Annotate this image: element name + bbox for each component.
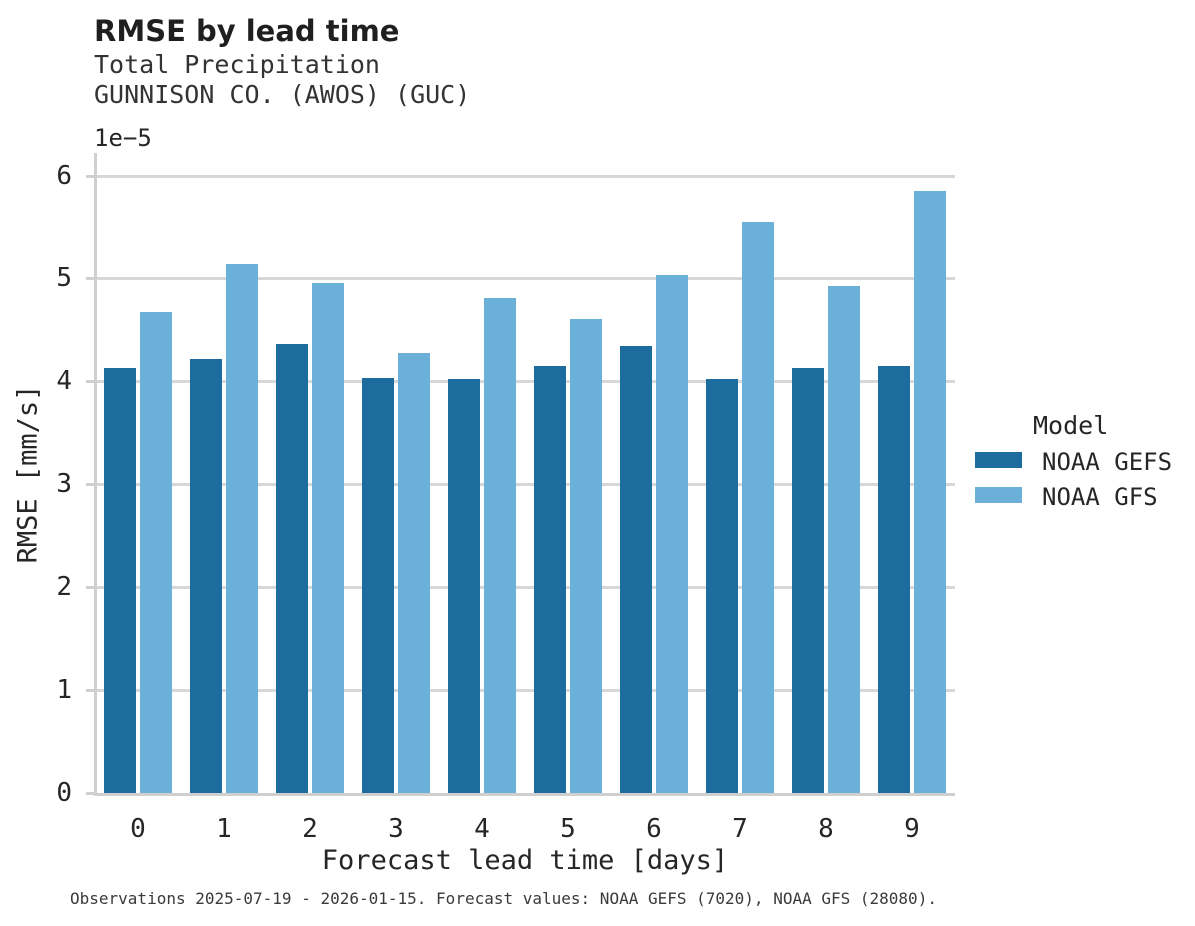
bar-noaa-gefs-lead-2 — [275, 344, 309, 793]
legend-label-noaa-gefs: NOAA GEFS — [1042, 448, 1173, 476]
y-axis-label: RMSE [mm/s] — [12, 384, 44, 564]
legend-label-noaa-gfs: NOAA GFS — [1042, 483, 1158, 511]
legend-swatch-noaa-gfs — [975, 487, 1022, 503]
x-tick-label-4: 4 — [474, 814, 490, 844]
y-axis-offset-label: 1e−5 — [94, 124, 152, 152]
x-tick-label-8: 8 — [818, 814, 834, 844]
bar-noaa-gfs-lead-6 — [655, 275, 689, 793]
x-tick-label-7: 7 — [732, 814, 748, 844]
gridline-y-3 — [97, 483, 955, 487]
gridline-y-5 — [97, 277, 955, 281]
bar-noaa-gfs-lead-0 — [139, 312, 173, 793]
bar-noaa-gfs-lead-5 — [569, 318, 603, 793]
y-tick-label-2: 2 — [56, 572, 72, 603]
y-tick-mark-3 — [86, 483, 94, 487]
x-tick-label-9: 9 — [904, 814, 920, 844]
gridline-y-2 — [97, 586, 955, 590]
x-tick-label-5: 5 — [560, 814, 576, 844]
y-tick-mark-5 — [86, 277, 94, 281]
y-axis-spine — [94, 153, 97, 796]
gridline-y-4 — [97, 380, 955, 384]
gridline-y-1 — [97, 689, 955, 693]
bar-noaa-gefs-lead-7 — [705, 379, 739, 793]
gridline-y-6 — [97, 174, 955, 178]
x-tick-label-2: 2 — [302, 814, 318, 844]
legend-swatch-noaa-gefs — [975, 452, 1022, 468]
x-tick-label-0: 0 — [130, 814, 146, 844]
bar-noaa-gefs-lead-3 — [361, 378, 395, 793]
x-axis-label: Forecast lead time [days] — [321, 845, 729, 876]
y-tick-label-1: 1 — [56, 675, 72, 706]
bar-noaa-gefs-lead-9 — [877, 365, 911, 793]
x-axis-spine — [94, 793, 955, 796]
y-tick-mark-1 — [86, 689, 94, 693]
bar-noaa-gfs-lead-2 — [311, 282, 345, 793]
y-tick-label-6: 6 — [56, 160, 72, 191]
y-tick-label-3: 3 — [56, 469, 72, 500]
bar-noaa-gefs-lead-5 — [533, 365, 567, 793]
bar-noaa-gefs-lead-0 — [103, 368, 137, 793]
legend-title: Model — [1033, 411, 1109, 440]
bar-noaa-gefs-lead-8 — [791, 368, 825, 793]
chart-title: RMSE by lead time — [94, 14, 400, 48]
bar-noaa-gfs-lead-1 — [225, 264, 259, 793]
x-tick-label-6: 6 — [646, 814, 662, 844]
bar-noaa-gefs-lead-4 — [447, 379, 481, 793]
bar-noaa-gefs-lead-1 — [189, 358, 223, 793]
y-tick-mark-4 — [86, 380, 94, 384]
x-tick-label-3: 3 — [388, 814, 404, 844]
y-tick-label-0: 0 — [56, 778, 72, 808]
y-tick-label-4: 4 — [56, 366, 72, 397]
bar-noaa-gfs-lead-7 — [741, 221, 775, 793]
chart-subtitle-variable: Total Precipitation — [94, 50, 380, 79]
chart-subtitle-station: GUNNISON CO. (AWOS) (GUC) — [94, 80, 471, 109]
caption-text: Observations 2025-07-19 - 2026-01-15. Fo… — [70, 889, 937, 908]
y-tick-mark-2 — [86, 586, 94, 590]
bar-noaa-gfs-lead-4 — [483, 298, 517, 793]
bar-noaa-gefs-lead-6 — [619, 346, 653, 793]
y-tick-mark-6 — [86, 174, 94, 178]
bar-noaa-gfs-lead-9 — [913, 191, 947, 793]
x-tick-label-1: 1 — [216, 814, 232, 844]
bar-noaa-gfs-lead-3 — [397, 352, 431, 793]
y-tick-mark-0 — [86, 792, 94, 795]
bar-noaa-gfs-lead-8 — [827, 285, 861, 793]
y-tick-label-5: 5 — [56, 263, 72, 294]
